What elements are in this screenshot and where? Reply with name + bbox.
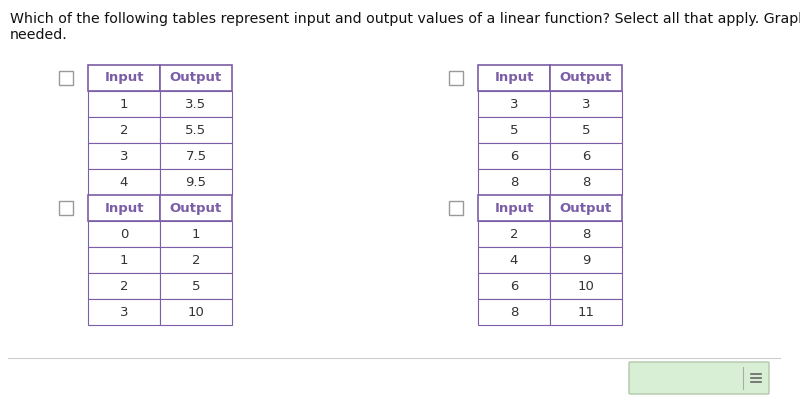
Bar <box>88 117 160 143</box>
Text: Output: Output <box>170 72 222 85</box>
Text: 9.5: 9.5 <box>186 176 206 189</box>
Bar <box>478 273 550 299</box>
Text: 3.5: 3.5 <box>186 98 206 111</box>
Bar <box>550 169 622 195</box>
Text: 8: 8 <box>582 176 590 189</box>
Bar <box>160 247 232 273</box>
Bar <box>550 91 622 117</box>
Text: 3: 3 <box>120 150 128 163</box>
Bar <box>88 195 160 221</box>
Text: needed.: needed. <box>10 28 68 42</box>
Bar <box>550 247 622 273</box>
Bar <box>88 91 160 117</box>
Bar <box>550 117 622 143</box>
Bar <box>88 299 160 325</box>
Bar <box>550 65 622 91</box>
Bar <box>160 117 232 143</box>
Bar <box>478 65 550 91</box>
Bar <box>478 169 550 195</box>
Text: 3: 3 <box>582 98 590 111</box>
Text: 8: 8 <box>510 176 518 189</box>
Bar <box>160 65 232 91</box>
Text: 2: 2 <box>120 124 128 137</box>
Bar <box>88 65 160 91</box>
Bar <box>88 247 160 273</box>
Text: Input: Input <box>104 202 144 215</box>
Text: 5: 5 <box>192 279 200 292</box>
Text: Input: Input <box>494 72 534 85</box>
Text: 8: 8 <box>510 305 518 318</box>
Text: 5: 5 <box>582 124 590 137</box>
Text: Input: Input <box>104 72 144 85</box>
Bar <box>160 299 232 325</box>
Bar <box>478 195 550 221</box>
Text: 3: 3 <box>510 98 518 111</box>
Text: 9: 9 <box>582 253 590 266</box>
Bar <box>550 195 622 221</box>
Bar <box>478 299 550 325</box>
Text: 2: 2 <box>510 228 518 241</box>
Bar <box>88 143 160 169</box>
Text: Submit Answer: Submit Answer <box>641 372 735 385</box>
Bar <box>550 273 622 299</box>
Bar <box>160 273 232 299</box>
Text: 6: 6 <box>582 150 590 163</box>
Text: Input: Input <box>494 202 534 215</box>
Text: 6: 6 <box>510 150 518 163</box>
Text: 2: 2 <box>120 279 128 292</box>
Text: 1: 1 <box>120 253 128 266</box>
Text: 10: 10 <box>578 279 594 292</box>
Text: 2: 2 <box>192 253 200 266</box>
Text: 3: 3 <box>120 305 128 318</box>
Text: Output: Output <box>560 202 612 215</box>
Bar <box>88 221 160 247</box>
Text: 8: 8 <box>582 228 590 241</box>
Text: 0: 0 <box>120 228 128 241</box>
Bar <box>59 71 73 85</box>
Bar <box>478 117 550 143</box>
Bar <box>88 273 160 299</box>
Text: 5.5: 5.5 <box>186 124 206 137</box>
Bar <box>160 195 232 221</box>
Text: 11: 11 <box>578 305 594 318</box>
Text: 4: 4 <box>510 253 518 266</box>
Bar <box>160 221 232 247</box>
Text: 4: 4 <box>120 176 128 189</box>
Bar <box>88 169 160 195</box>
Bar <box>478 143 550 169</box>
Text: Output: Output <box>170 202 222 215</box>
Bar <box>59 201 73 215</box>
Text: 7.5: 7.5 <box>186 150 206 163</box>
Bar <box>550 299 622 325</box>
Bar <box>478 221 550 247</box>
Text: 1: 1 <box>192 228 200 241</box>
Bar <box>160 143 232 169</box>
Text: 5: 5 <box>510 124 518 137</box>
Bar <box>478 247 550 273</box>
Bar <box>160 169 232 195</box>
FancyBboxPatch shape <box>629 362 769 394</box>
Bar <box>478 91 550 117</box>
Bar <box>449 201 463 215</box>
Text: Output: Output <box>560 72 612 85</box>
Bar <box>550 221 622 247</box>
Bar <box>449 71 463 85</box>
Text: 10: 10 <box>187 305 205 318</box>
Text: Which of the following tables represent input and output values of a linear func: Which of the following tables represent … <box>10 12 800 26</box>
Bar <box>550 143 622 169</box>
Bar <box>160 91 232 117</box>
Text: 1: 1 <box>120 98 128 111</box>
Text: 6: 6 <box>510 279 518 292</box>
